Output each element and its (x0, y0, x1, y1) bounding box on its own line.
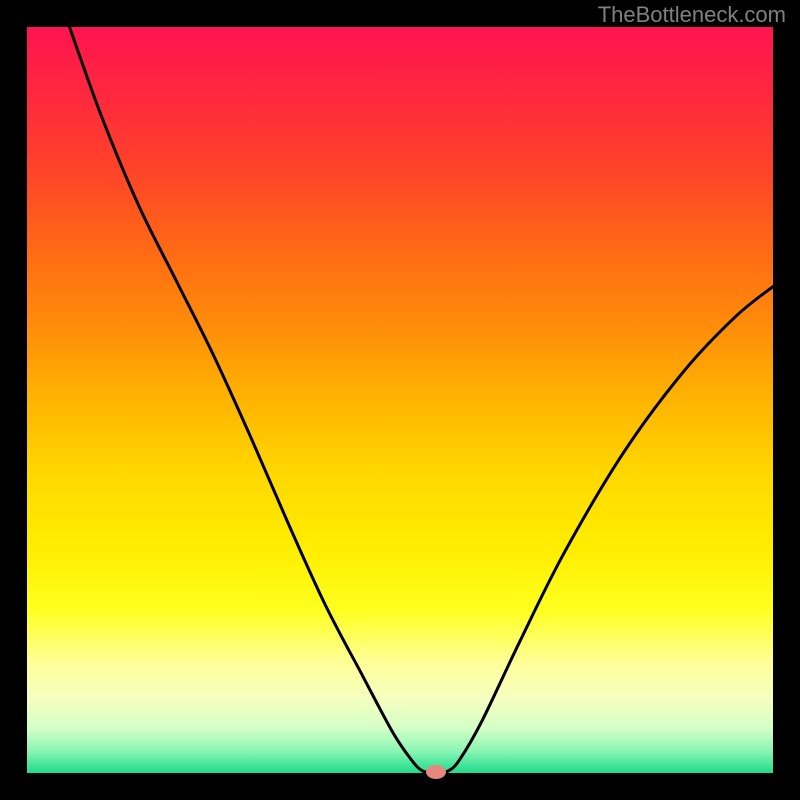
bottleneck-curve (27, 27, 773, 773)
plot-area (27, 27, 773, 773)
chart-stage: TheBottleneck.com (0, 0, 800, 800)
watermark-text: TheBottleneck.com (598, 2, 786, 28)
minimum-marker (426, 765, 446, 779)
curve-line (70, 27, 773, 773)
gradient-background (27, 27, 773, 773)
